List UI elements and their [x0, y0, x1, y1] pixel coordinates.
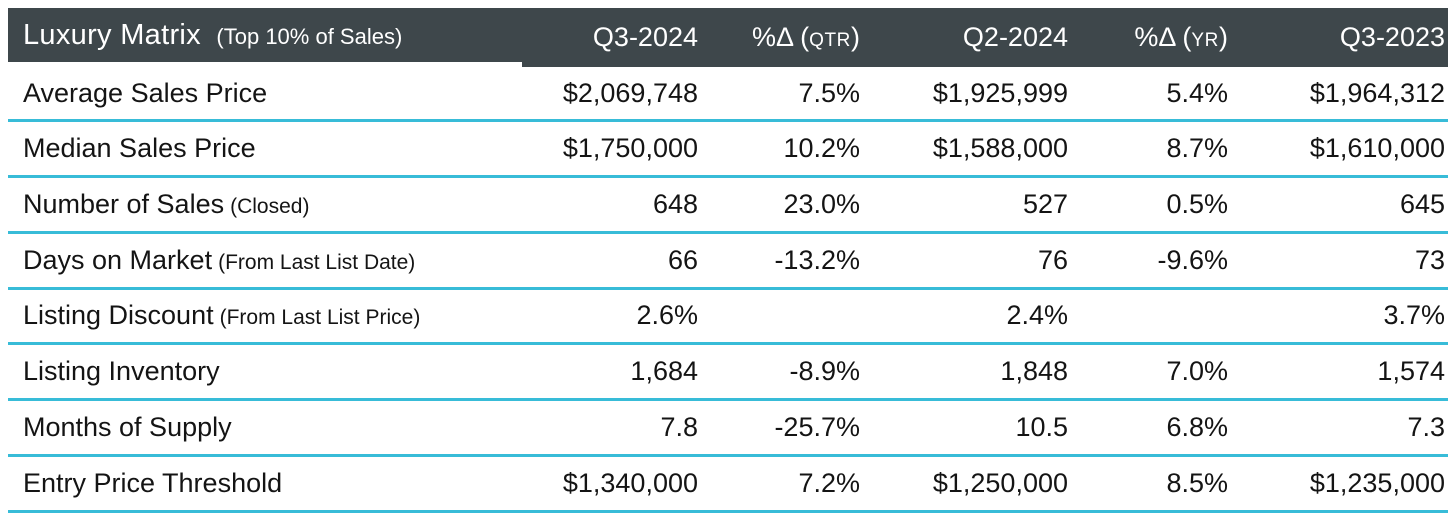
column-header-2: Q2-2024 — [870, 8, 1078, 67]
cell-value: 10.2% — [708, 120, 870, 178]
row-label-cell: Months of Supply — [8, 399, 522, 458]
cell-value — [708, 288, 870, 346]
row-label: Entry Price Threshold — [23, 468, 283, 499]
cell-value: -9.6% — [1078, 232, 1238, 290]
cell-value: -13.2% — [708, 232, 870, 290]
cell-value: $1,235,000 — [1238, 455, 1448, 513]
cell-value: 7.5% — [708, 67, 870, 123]
row-label: Average Sales Price — [23, 77, 268, 108]
cell-value: $1,925,999 — [870, 67, 1078, 123]
luxury-matrix-table: Luxury Matrix (Top 10% of Sales) Q3-2024… — [8, 8, 1448, 513]
row-label-note: (Closed) — [230, 194, 310, 218]
table-row: Number of Sales (Closed) 648 23.0% 527 0.… — [8, 176, 1448, 234]
column-header-1: %Δ (QTR) — [708, 8, 870, 67]
column-header-4: Q3-2023 — [1238, 8, 1448, 67]
row-label-note: (From Last List Price) — [219, 306, 421, 330]
cell-value: $1,340,000 — [522, 455, 708, 513]
table-row: Listing Inventory 1,684 -8.9% 1,848 7.0%… — [8, 343, 1448, 402]
cell-value: 7.2% — [708, 455, 870, 513]
row-label-cell: Entry Price Threshold — [8, 455, 522, 513]
table-row: Entry Price Threshold $1,340,000 7.2% $1… — [8, 455, 1448, 513]
row-label-cell: Median Sales Price — [8, 120, 522, 178]
cell-value: 7.0% — [1078, 343, 1238, 402]
row-label: Listing Inventory — [23, 356, 220, 387]
row-label: Median Sales Price — [23, 132, 256, 163]
row-label-cell: Days on Market (From Last List Date) — [8, 232, 522, 290]
cell-value: 7.3 — [1238, 399, 1448, 458]
data-table: Luxury Matrix (Top 10% of Sales) Q3-2024… — [8, 8, 1448, 513]
table-title: Luxury Matrix — [23, 19, 201, 51]
cell-value: 3.7% — [1238, 288, 1448, 346]
cell-value: 2.6% — [522, 288, 708, 346]
table-row: Median Sales Price $1,750,000 10.2% $1,5… — [8, 120, 1448, 178]
row-label-cell: Number of Sales (Closed) — [8, 176, 522, 234]
row-label: Days on Market — [23, 244, 213, 275]
cell-value: 76 — [870, 232, 1078, 290]
cell-value: 8.5% — [1078, 455, 1238, 513]
row-label: Number of Sales — [23, 188, 225, 219]
cell-value: 10.5 — [870, 399, 1078, 458]
table-subtitle: (Top 10% of Sales) — [216, 24, 403, 49]
column-header-3: %Δ (YR) — [1078, 8, 1238, 67]
header-row: Luxury Matrix (Top 10% of Sales) Q3-2024… — [8, 8, 1448, 67]
table-header: Luxury Matrix (Top 10% of Sales) Q3-2024… — [8, 8, 1448, 67]
cell-value: $1,250,000 — [870, 455, 1078, 513]
cell-value: -25.7% — [708, 399, 870, 458]
cell-value: 0.5% — [1078, 176, 1238, 234]
cell-value — [1078, 288, 1238, 346]
cell-value: 645 — [1238, 176, 1448, 234]
cell-value: $2,069,748 — [522, 67, 708, 123]
row-label-cell: Listing Inventory — [8, 343, 522, 402]
table-row: Average Sales Price $2,069,748 7.5% $1,9… — [8, 67, 1448, 123]
row-label: Listing Discount — [23, 300, 214, 331]
cell-value: 6.8% — [1078, 399, 1238, 458]
table-row: Days on Market (From Last List Date) 66 -… — [8, 232, 1448, 290]
cell-value: $1,750,000 — [522, 120, 708, 178]
cell-value: 2.4% — [870, 288, 1078, 346]
cell-value: 73 — [1238, 232, 1448, 290]
cell-value: -8.9% — [708, 343, 870, 402]
cell-value: 8.7% — [1078, 120, 1238, 178]
row-label-note: (From Last List Date) — [218, 250, 416, 274]
cell-value: $1,610,000 — [1238, 120, 1448, 178]
cell-value: 527 — [870, 176, 1078, 234]
table-title-cell: Luxury Matrix (Top 10% of Sales) — [8, 8, 522, 67]
row-label-cell: Average Sales Price — [8, 67, 522, 123]
table-body: Average Sales Price $2,069,748 7.5% $1,9… — [8, 67, 1448, 513]
cell-value: 1,574 — [1238, 343, 1448, 402]
cell-value: $1,964,312 — [1238, 67, 1448, 123]
cell-value: 7.8 — [522, 399, 708, 458]
column-header-0: Q3-2024 — [522, 8, 708, 67]
cell-value: 1,848 — [870, 343, 1078, 402]
row-label: Months of Supply — [23, 412, 232, 443]
cell-value: $1,588,000 — [870, 120, 1078, 178]
row-label-cell: Listing Discount (From Last List Price) — [8, 288, 522, 346]
cell-value: 648 — [522, 176, 708, 234]
table-row: Listing Discount (From Last List Price) 2… — [8, 288, 1448, 346]
cell-value: 66 — [522, 232, 708, 290]
cell-value: 5.4% — [1078, 67, 1238, 123]
cell-value: 23.0% — [708, 176, 870, 234]
cell-value: 1,684 — [522, 343, 708, 402]
table-row: Months of Supply 7.8 -25.7% 10.5 6.8% 7.… — [8, 399, 1448, 458]
